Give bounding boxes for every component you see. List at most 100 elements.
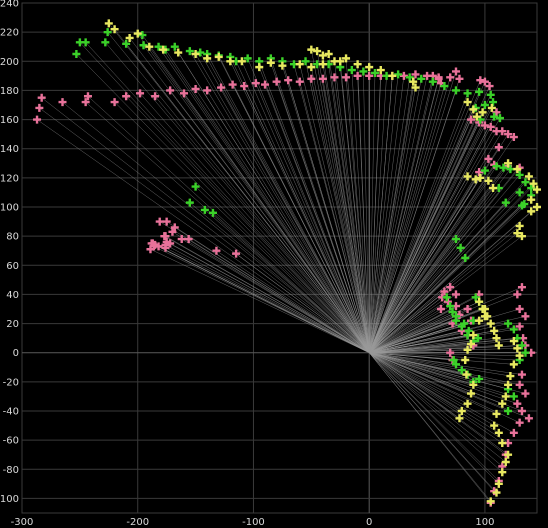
ray-line [368, 107, 476, 353]
ray-line [62, 101, 370, 353]
ray-line [165, 247, 370, 353]
ray-line [178, 52, 370, 353]
ray-line [368, 125, 486, 353]
ray-line [369, 352, 472, 394]
point-green [504, 407, 513, 415]
point-pink [110, 98, 119, 107]
point-yellow [159, 45, 168, 54]
ray-line [369, 352, 503, 444]
ray-line [369, 297, 447, 353]
ray-line [139, 93, 370, 353]
ray-lines [36, 23, 538, 503]
ray-line [345, 58, 370, 353]
point-yellow [469, 331, 478, 340]
point-yellow [501, 392, 510, 401]
y-tick-label: 100 [0, 203, 19, 214]
point-yellow [266, 58, 275, 67]
point-yellow [490, 326, 499, 335]
point-pink [318, 74, 327, 83]
ray-line [351, 70, 370, 353]
point-pink [58, 98, 67, 107]
ray-line [369, 352, 499, 485]
point-yellow [237, 57, 246, 66]
point-green [517, 201, 526, 210]
point-pink [515, 322, 524, 331]
ray-line [172, 231, 370, 353]
point-yellow [174, 48, 183, 57]
point-yellow [318, 60, 327, 69]
ray-line [369, 352, 468, 404]
point-pink [517, 370, 526, 379]
point-pink [155, 217, 164, 226]
ray-line [212, 212, 370, 353]
ray-line [150, 249, 370, 353]
point-pink [485, 82, 494, 91]
ray-line [305, 61, 370, 353]
point-yellow [324, 50, 333, 58]
ray-line [363, 71, 370, 353]
point-yellow [467, 389, 476, 398]
ray-line [85, 101, 370, 353]
point-yellow [318, 51, 327, 60]
point-green [480, 166, 489, 175]
point-pink [411, 70, 420, 79]
y-tick-label: 60 [6, 261, 19, 272]
point-green [449, 356, 458, 364]
ray-line [259, 61, 370, 353]
point-pink [504, 130, 513, 139]
ray-line [293, 64, 370, 353]
ray-line [369, 187, 494, 353]
point-pink [295, 77, 304, 86]
ray-line [357, 64, 370, 353]
ray-line [107, 32, 370, 353]
point-pink [212, 246, 221, 255]
point-pink [170, 223, 179, 232]
ray-line [369, 247, 461, 353]
point-green [170, 42, 179, 51]
point-green [451, 235, 460, 244]
point-pink [217, 83, 226, 92]
point-yellow [133, 29, 142, 38]
point-pink [168, 227, 177, 236]
point-pink [440, 287, 449, 296]
point-green [243, 54, 252, 63]
point-yellow [513, 229, 522, 238]
ray-line [369, 352, 474, 383]
ray-line [369, 352, 462, 371]
point-green [451, 312, 460, 321]
point-pink [180, 89, 189, 98]
point-green [72, 50, 81, 58]
ray-line [125, 96, 370, 353]
point-green [101, 38, 110, 47]
ray-line [369, 352, 509, 444]
point-yellow [388, 71, 397, 80]
point-yellow [487, 103, 496, 112]
ray-line [368, 75, 387, 353]
point-green [461, 254, 470, 262]
ray-line [369, 166, 497, 353]
ray-line [368, 179, 476, 353]
point-yellow [498, 399, 507, 408]
point-yellow [353, 60, 362, 69]
point-yellow [501, 458, 510, 466]
point-yellow [527, 207, 536, 216]
point-green [521, 348, 530, 357]
ray-line [181, 238, 370, 353]
ray-line [79, 42, 370, 353]
point-yellow [278, 61, 287, 70]
point-green [196, 48, 205, 57]
point-green [185, 47, 194, 56]
point-yellow [342, 54, 351, 63]
point-yellow [463, 399, 472, 408]
point-green [471, 293, 480, 302]
ray-line [143, 45, 370, 353]
point-green [480, 101, 489, 109]
point-pink [451, 290, 460, 299]
point-yellow [504, 380, 513, 389]
ray-line [189, 202, 370, 353]
point-green [428, 77, 437, 86]
point-green [490, 112, 499, 121]
point-green [394, 70, 403, 79]
point-yellow [494, 479, 503, 488]
ray-line [235, 253, 370, 353]
